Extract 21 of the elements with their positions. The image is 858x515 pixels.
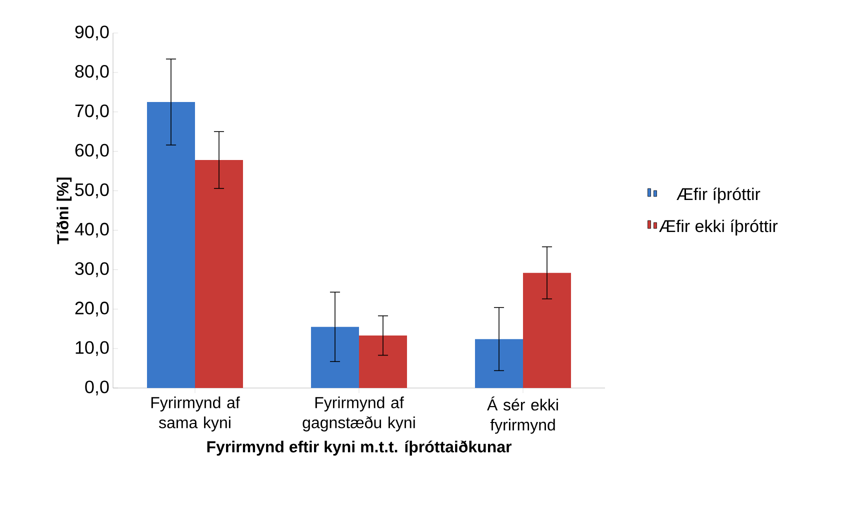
y-tick-label: 60,0 xyxy=(75,144,109,159)
x-tick-label: Á sér ekki fyrirmynd xyxy=(487,396,558,434)
bar xyxy=(147,102,195,388)
y-tick-label: 0,0 xyxy=(85,380,109,396)
legend-label: Æfir ekki íþróttir xyxy=(659,219,778,236)
y-axis-title: Tíðni [%] xyxy=(56,178,72,244)
y-tick-label: 30,0 xyxy=(75,262,109,278)
x-tick-label: Fyrirmynd af gagnstæðu kyni xyxy=(302,396,415,432)
legend-label: Æfir íþróttir xyxy=(676,187,760,204)
bar xyxy=(523,272,572,388)
x-axis-title: Fyrirmynd eftir kyni m.t.t. íþróttaiðkunar xyxy=(207,440,512,456)
bar xyxy=(359,336,408,388)
y-tick-label: 50,0 xyxy=(75,183,109,198)
y-tick-label: 40,0 xyxy=(74,222,109,238)
y-tick-label: 90,0 xyxy=(75,26,109,40)
y-tick-label: 10,0 xyxy=(76,341,109,356)
x-tick-label: Fyrirmynd af sama kyni xyxy=(151,396,240,432)
bar xyxy=(195,160,243,388)
y-tick-label: 70,0 xyxy=(75,104,109,120)
y-tick-label: 80,0 xyxy=(75,65,109,80)
y-tick-label: 20,0 xyxy=(75,302,109,317)
